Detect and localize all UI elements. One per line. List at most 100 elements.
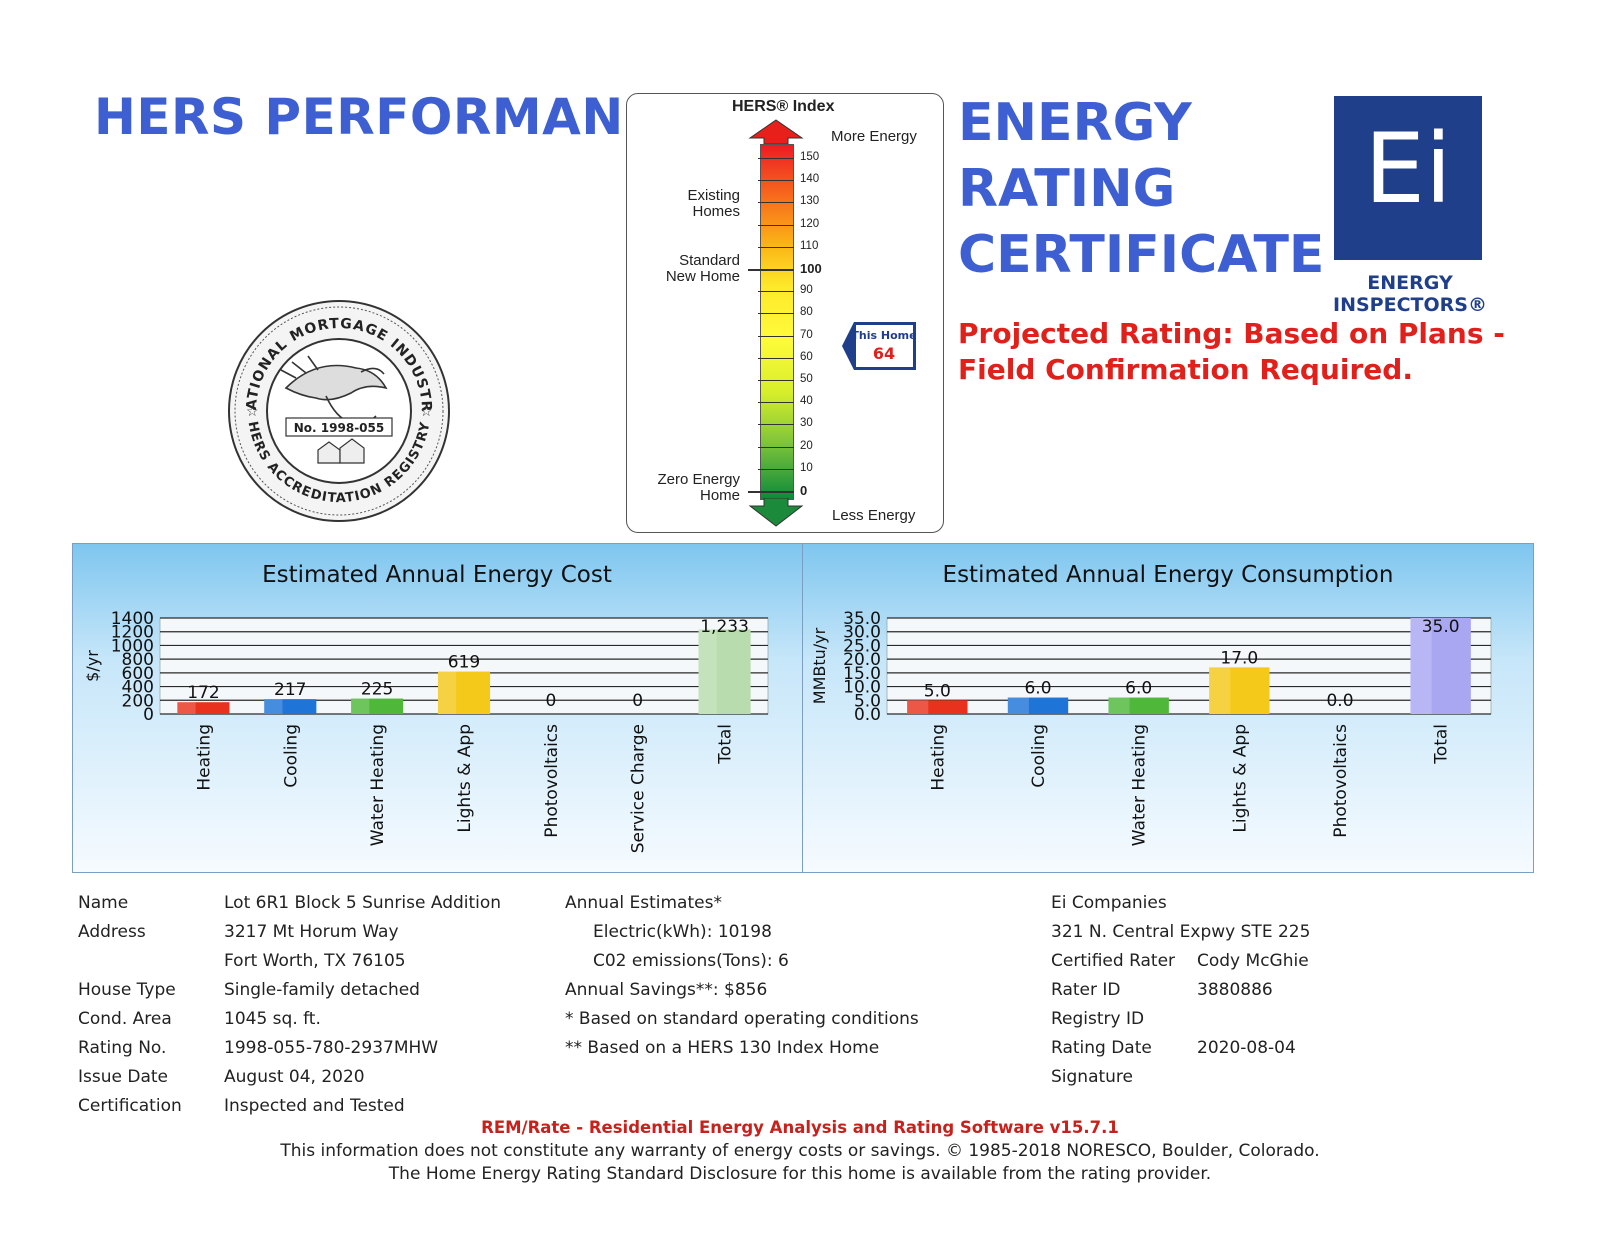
bar-highlight <box>698 629 717 714</box>
signature-label: Signature <box>1051 1067 1134 1087</box>
company-name: Ei Companies <box>1051 893 1167 913</box>
x-tick-label: Cooling <box>281 724 301 788</box>
rating-date-label: Rating Date <box>1051 1038 1152 1058</box>
hers-tick-label: 40 <box>800 395 813 408</box>
y-axis-label: $/yr <box>83 650 102 682</box>
hers-tick-line <box>758 202 794 204</box>
bar-highlight <box>1007 697 1029 714</box>
hers-tick-line <box>758 402 794 404</box>
y-tick-label: 35.0 <box>843 609 881 629</box>
electric-estimate: Electric(kWh): 10198 <box>593 922 772 942</box>
accreditation-seal: NATIONAL MORTGAGE INDUSTRY HERS ACCREDIT… <box>226 298 450 522</box>
data-label: 0.0 <box>1326 691 1353 711</box>
energy-inspectors-logo: Ei <box>1334 96 1482 260</box>
existing-homes-line: Existing <box>687 187 740 204</box>
hers-tick-line <box>758 468 794 470</box>
annual-estimates-heading: Annual Estimates* <box>565 893 722 913</box>
bar-highlight <box>264 699 283 714</box>
bar <box>1410 618 1471 714</box>
bar <box>907 700 968 714</box>
issue-date-label: Issue Date <box>78 1067 168 1087</box>
hers-tick-label: 50 <box>800 373 813 385</box>
x-tick-label: Photovoltaics <box>542 724 562 838</box>
hers-tick-label: 130 <box>800 195 820 208</box>
rater-id-value: 3880886 <box>1197 980 1273 1000</box>
hers-tick-line <box>758 357 794 359</box>
bar <box>264 699 317 714</box>
x-tick-label: Total <box>716 724 736 765</box>
house-type-label: House Type <box>78 980 176 1000</box>
bar <box>1209 667 1270 714</box>
y-tick-label: 200 <box>122 691 154 711</box>
hers-tick-label: 20 <box>800 439 813 452</box>
y-tick-label: 1400 <box>111 609 154 629</box>
y-tick-label: 600 <box>122 664 154 684</box>
cond-area-value: 1045 sq. ft. <box>224 1009 321 1029</box>
standard-new-home-label: Standard New Home <box>640 253 740 285</box>
software-credit: REM/Rate - Residential Energy Analysis a… <box>481 1118 1119 1137</box>
footnote-1: * Based on standard operating conditions <box>565 1009 919 1029</box>
less-energy-label: Less Energy <box>832 507 916 524</box>
this-home-marker: This Home 64 <box>842 322 916 370</box>
y-tick-label: 800 <box>122 650 154 670</box>
hers-tick-label: 110 <box>800 239 819 252</box>
down-arrow-icon <box>748 498 804 527</box>
hers-tick-label: 140 <box>800 173 820 186</box>
data-label: 6.0 <box>1024 679 1051 699</box>
data-label: 35.0 <box>1422 617 1460 637</box>
y-tick-label: 25.0 <box>843 636 881 656</box>
x-tick-label: Photovoltaics <box>1331 724 1351 838</box>
y-tick-label: 1200 <box>111 623 154 643</box>
certificate-title-line: RATING <box>958 159 1176 219</box>
certificate-title-line: CERTIFICATE <box>958 225 1325 285</box>
y-tick-label: 10.0 <box>843 678 881 698</box>
company-address: 321 N. Central Expwy STE 225 <box>1051 922 1311 942</box>
hers-tick-line <box>748 269 794 271</box>
data-label: 172 <box>187 683 219 703</box>
name-label: Name <box>78 893 129 913</box>
footnote-2: ** Based on a HERS 130 Index Home <box>565 1038 880 1058</box>
hers-tick-line <box>758 246 794 248</box>
zero-energy-home-line: Home <box>699 487 740 504</box>
data-label: 17.0 <box>1220 648 1258 668</box>
cost-chart-title: Estimated Annual Energy Cost <box>262 562 612 588</box>
bar-highlight <box>1410 618 1432 714</box>
more-energy-label: More Energy <box>831 128 917 145</box>
x-tick-label: Water Heating <box>1130 724 1150 846</box>
bar-highlight <box>177 702 196 714</box>
bar-highlight <box>351 698 370 714</box>
hers-tick-line <box>758 446 794 448</box>
warranty-disclaimer: This information does not constitute any… <box>280 1141 1320 1161</box>
panel-divider <box>802 543 803 873</box>
bar <box>351 698 404 714</box>
rating-no-value: 1998-055-780-2937MHW <box>224 1038 439 1058</box>
annual-savings: Annual Savings**: $856 <box>565 980 768 1000</box>
rating-date-value: 2020-08-04 <box>1197 1038 1296 1058</box>
house-type-value: Single-family detached <box>224 980 420 1000</box>
existing-homes-label: Existing Homes <box>660 188 740 220</box>
y-tick-label: 1000 <box>111 636 154 656</box>
data-label: 0 <box>632 691 643 711</box>
standard-new-home-line: Standard <box>679 252 740 269</box>
projected-rating-notice: Projected Rating: Based on Plans - Field… <box>958 317 1505 386</box>
data-label: 5.0 <box>924 681 951 701</box>
existing-homes-line: Homes <box>692 203 740 220</box>
rater-id-label: Rater ID <box>1051 980 1121 1000</box>
page-title: HERS PERFORMANCE <box>94 88 696 146</box>
data-label: 225 <box>361 680 393 700</box>
star-icon: ☆ <box>246 404 259 420</box>
standard-new-home-line: New Home <box>665 268 740 285</box>
y-tick-label: 15.0 <box>843 664 881 684</box>
x-tick-label: Cooling <box>1029 724 1049 788</box>
hers-tick-line <box>748 491 794 493</box>
issue-date-value: August 04, 2020 <box>224 1067 365 1087</box>
hers-tick-label: 0 <box>800 483 808 498</box>
certified-rater-label: Certified Rater <box>1051 951 1176 971</box>
y-tick-label: 5.0 <box>854 691 881 711</box>
hers-tick-label: 30 <box>800 417 813 430</box>
y-axis-label: MMBtu/yr <box>810 627 829 704</box>
x-tick-label: Water Heating <box>368 724 388 846</box>
bar-highlight <box>1108 697 1130 714</box>
x-tick-label: Heating <box>928 724 948 791</box>
